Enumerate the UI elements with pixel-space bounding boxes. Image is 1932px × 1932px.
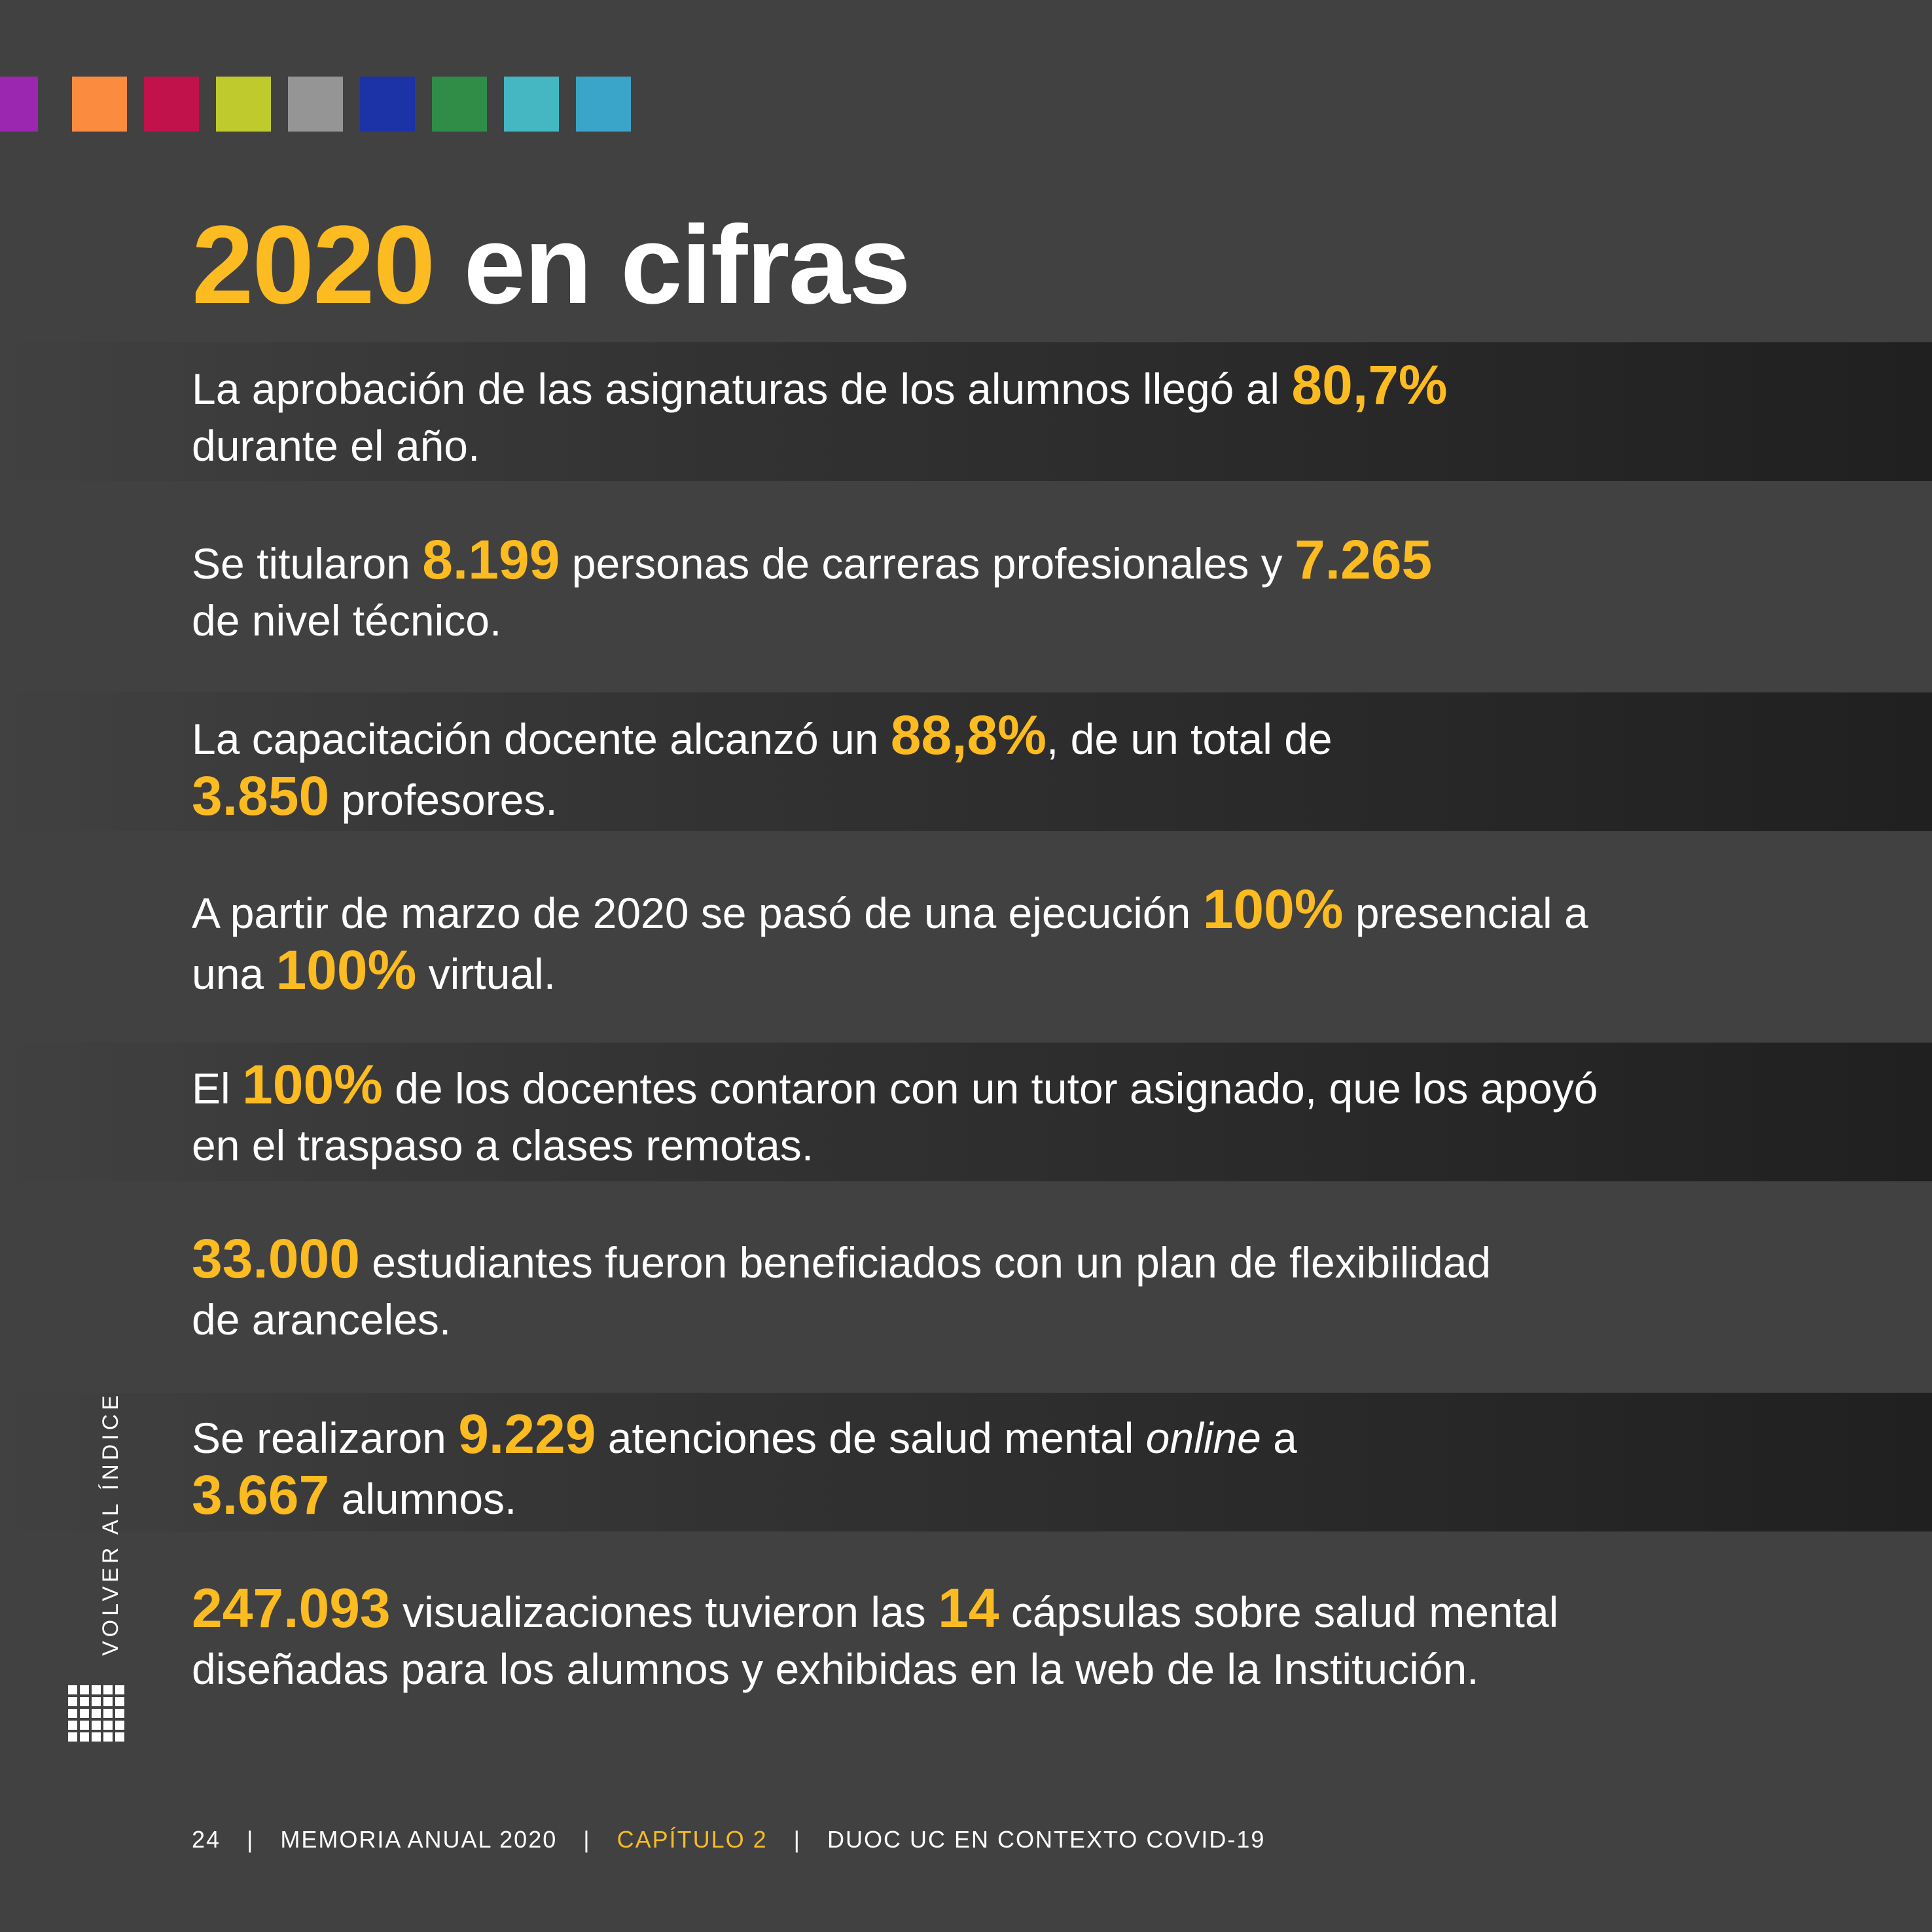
stat-number: 14 (938, 1577, 999, 1639)
swatch-cyan (576, 77, 631, 132)
swatch-orange (72, 77, 127, 132)
stat-band (0, 342, 1932, 481)
title-year: 2020 (192, 203, 435, 327)
document-name: MEMORIA ANUAL 2020 (280, 1826, 558, 1853)
page-footer: 24 | MEMORIA ANUAL 2020 | CAPÍTULO 2 | DUOC UC… (192, 1826, 1266, 1853)
title-rest: en cifras (463, 203, 910, 327)
stat-number: 8.199 (422, 529, 560, 590)
stat-virtual: A partir de marzo de 2020 se pasó de una… (192, 878, 1588, 1001)
stat-number: 100% (276, 939, 417, 1001)
swatch-green (432, 77, 487, 132)
swatch-gray (288, 77, 343, 132)
stat-number: 247.093 (192, 1577, 391, 1639)
stat-titulados: Se titularon 8.199 personas de carreras … (192, 529, 1433, 645)
swatch-crimson (144, 77, 199, 132)
stat-number: 80,7% (1291, 354, 1448, 416)
chapter-label: CAPÍTULO 2 (617, 1826, 768, 1853)
stat-aprobacion: La aprobación de las asignaturas de los … (192, 354, 1448, 471)
stat-tutor: El 100% de los docentes contaron con un … (192, 1054, 1598, 1170)
swatch-purple (0, 77, 38, 132)
stat-band (0, 692, 1932, 831)
stat-number: 7.265 (1295, 529, 1433, 590)
section-label: DUOC UC EN CONTEXTO COVID-19 (827, 1826, 1266, 1853)
page-number: 24 (192, 1826, 221, 1853)
stat-number: 100% (242, 1054, 383, 1115)
stat-capacitacion: La capacitación docente alcanzó un 88,8%… (192, 704, 1333, 827)
stat-number: 33.000 (192, 1228, 360, 1289)
stat-salud-mental: Se realizaron 9.229 atenciones de salud … (192, 1403, 1297, 1526)
stat-number: 9.229 (458, 1403, 596, 1465)
swatch-teal (504, 77, 559, 132)
stat-band (0, 1043, 1932, 1181)
stat-capsulas: 247.093 visualizaciones tuvieron las 14 … (192, 1577, 1559, 1694)
stat-number: 100% (1202, 878, 1344, 940)
grid-index-icon[interactable] (68, 1685, 126, 1743)
page-title: 2020 en cifras (192, 200, 911, 331)
volver-al-indice-link[interactable]: VOLVER AL ÍNDICE (98, 1391, 123, 1656)
swatch-blue (360, 77, 415, 132)
stat-number: 88,8% (890, 704, 1046, 766)
stat-number: 3.667 (192, 1464, 330, 1526)
stat-band (0, 1393, 1932, 1531)
stat-aranceles: 33.000 estudiantes fueron beneficiados c… (192, 1228, 1492, 1344)
stat-number: 3.850 (192, 765, 330, 827)
swatch-lime (216, 77, 271, 132)
